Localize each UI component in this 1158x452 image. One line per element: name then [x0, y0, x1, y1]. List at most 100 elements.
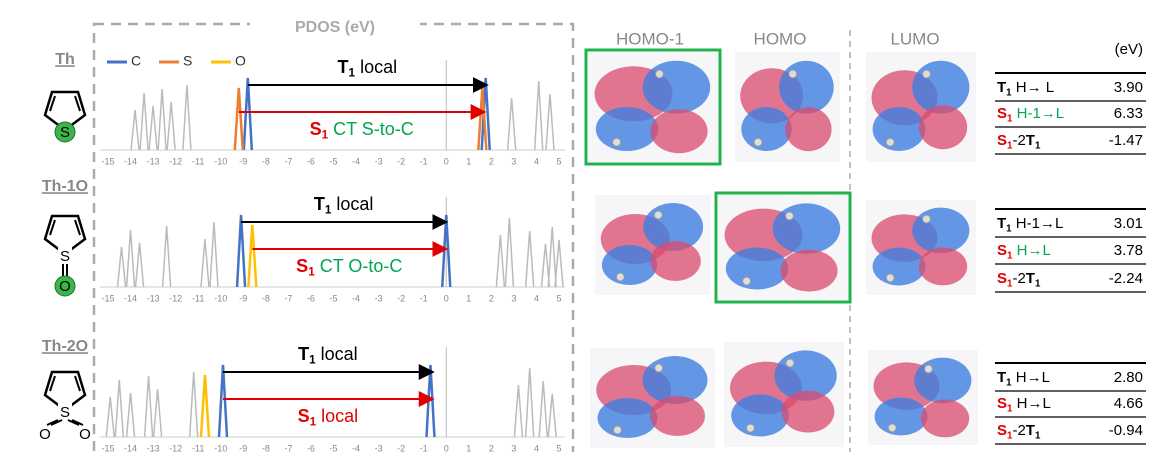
text-part: T: [997, 215, 1006, 232]
rich-text: T1​ local: [298, 344, 358, 367]
x-tick-label: 2: [489, 293, 494, 303]
table-value: 3.01: [1114, 215, 1143, 232]
orbital-lobe-red: [782, 391, 835, 433]
x-tick-label: -12: [169, 156, 182, 166]
x-tick-label: -2: [397, 293, 405, 303]
text-part: H→L: [1012, 395, 1050, 412]
x-tick-label: -1: [420, 293, 428, 303]
text-part: S: [997, 105, 1007, 122]
pdos-peak: [505, 218, 513, 287]
x-tick-label: -13: [147, 293, 160, 303]
orbital-header: HOMO-1: [616, 29, 684, 48]
atom: [655, 364, 663, 372]
pdos-peak: [167, 102, 175, 150]
x-tick-label: 0: [444, 156, 449, 166]
rich-text: T1​ H→L: [997, 369, 1050, 388]
rich-text: S1​ local: [298, 406, 359, 429]
pdos-peak: [244, 78, 252, 150]
x-tick-label: -1: [420, 443, 428, 452]
x-tick-label: 1: [466, 443, 471, 452]
text-part: T: [1026, 422, 1035, 439]
x-tick-label: -4: [352, 293, 360, 303]
pdos-peak: [106, 397, 114, 437]
text-part: T: [298, 344, 309, 364]
atom: [886, 274, 894, 282]
rich-text: S1​-2T1​: [997, 270, 1041, 289]
pdos-peak: [210, 222, 218, 287]
pdos-peak: [548, 394, 556, 437]
pdos-peak: [118, 247, 126, 287]
page: PDOS (eV) CSOHOMO-1HOMOLUMO(eV)ThS-15-14…: [0, 0, 1158, 452]
orbital-lobe-blue: [875, 398, 928, 436]
rich-text: S1​-2T1​: [997, 422, 1041, 441]
molecule-name: Th-2O: [42, 338, 88, 355]
molecule-name: Th-1O: [42, 178, 88, 195]
pdos-peak: [514, 385, 522, 437]
atom: [743, 277, 751, 285]
orbital-lobe-blue: [912, 208, 969, 254]
x-tick-label: -2: [397, 443, 405, 452]
x-tick-label: -7: [284, 443, 292, 452]
pdos-peak: [539, 381, 547, 437]
rich-text: T1​ H→ L: [997, 79, 1054, 98]
rich-text: T1​ H-1→L: [997, 215, 1063, 234]
pdos-peak: [190, 372, 198, 437]
atom: [786, 359, 794, 367]
text-part: H→ L: [1012, 79, 1055, 96]
pdos-peak: [201, 239, 209, 287]
text-part: T: [338, 57, 349, 77]
pdos-peak: [526, 231, 534, 287]
atom: [654, 211, 662, 219]
pdos-peak: [555, 240, 563, 287]
text-part: -2: [1012, 270, 1025, 287]
atom: [754, 138, 762, 146]
x-tick-label: 5: [556, 156, 561, 166]
x-tick-label: -3: [375, 156, 383, 166]
text-part: CT O-to-C: [315, 256, 403, 276]
molecule-name: Th: [55, 51, 75, 68]
pdos-peak: [140, 93, 148, 150]
orbital-lobe-blue: [598, 398, 658, 438]
atom-label: S: [60, 124, 70, 141]
atom: [616, 273, 624, 281]
atom: [614, 426, 622, 434]
pdos-peak: [131, 110, 139, 150]
x-tick-label: -1: [420, 156, 428, 166]
x-tick-label: -4: [352, 443, 360, 452]
pdos-peak: [149, 106, 157, 150]
orbital-lobe-blue: [914, 358, 971, 404]
atom-label: O: [79, 426, 91, 443]
orbital-header: LUMO: [890, 29, 939, 48]
rich-text: T1​ local: [338, 57, 398, 80]
x-tick-label: -10: [214, 156, 227, 166]
pdos-peak: [154, 389, 162, 437]
x-tick-label: -9: [239, 156, 247, 166]
rich-text: S1​ H→L: [997, 395, 1051, 414]
text-part: local: [331, 194, 373, 214]
orbital-lobe-blue: [773, 203, 841, 253]
atom: [786, 212, 794, 220]
x-tick-label: -7: [284, 156, 292, 166]
pdos-peak: [426, 365, 434, 437]
x-tick-label: -11: [192, 293, 204, 303]
x-tick-label: -5: [329, 293, 337, 303]
table-value: 4.66: [1114, 395, 1143, 412]
x-tick-label: -9: [239, 293, 247, 303]
x-tick-label: -5: [329, 443, 337, 452]
table-value: -0.94: [1109, 422, 1143, 439]
legend-label: S: [183, 53, 192, 69]
orbital-lobe-red: [921, 399, 969, 437]
text-part: -2: [1012, 422, 1025, 439]
x-tick-label: -14: [124, 293, 137, 303]
text-part: local: [316, 406, 358, 426]
table-value: -1.47: [1109, 132, 1143, 149]
pdos-peak: [248, 225, 256, 287]
atom-label: S: [60, 248, 70, 265]
x-tick-label: 1: [466, 293, 471, 303]
text-part: local: [355, 57, 397, 77]
atom: [886, 138, 894, 146]
x-tick-label: -13: [147, 443, 160, 452]
subscript: 1: [1035, 430, 1041, 441]
pdos-peak: [136, 243, 144, 287]
table-value: 6.33: [1114, 105, 1143, 122]
